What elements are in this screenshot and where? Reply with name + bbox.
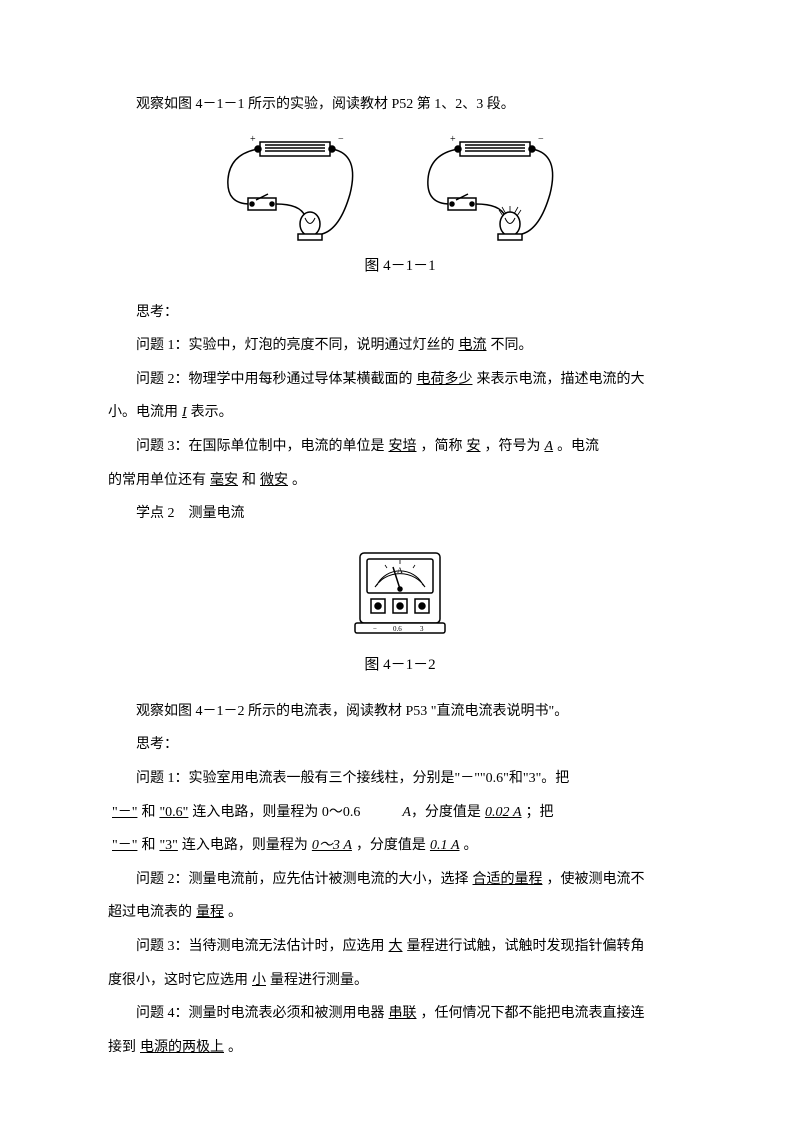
q3-l2-pre: 的常用单位还有: [108, 473, 206, 488]
q3-mid1: ，简称: [421, 439, 463, 454]
q1-post: 不同。: [491, 338, 533, 353]
sec1-q3-l2: 的常用单位还有毫安和微安。: [108, 464, 692, 498]
sec2-q1-l3: "－"和"3"连入电路，则量程为0～3 A，分度值是0.1 A。: [108, 829, 692, 863]
q3-ans2: 安: [463, 439, 485, 454]
sec2-q1-l2: "－"和"0.6"连入电路，则量程为 0～0.6 A，分度值是0.02 A；把: [108, 796, 692, 830]
q3-ans5: 微安: [256, 473, 292, 488]
figure-1: + − + −: [108, 134, 692, 284]
q2-l2-pre: 小。电流用: [108, 405, 178, 420]
sec2-header: 学点 2 测量电流: [108, 497, 692, 531]
q3-ans1: 安培: [385, 439, 421, 454]
q3-post: 。: [292, 473, 306, 488]
svg-text:+: +: [250, 134, 256, 145]
sec2-q1-l1: 问题 1：实验室用电流表一般有三个接线柱，分别是"－""0.6"和"3"。把: [108, 762, 692, 796]
q1-ans: 电流: [455, 338, 491, 353]
q1-pre: 问题 1：实验中，灯泡的亮度不同，说明通过灯丝的: [136, 338, 455, 353]
sec1-q3-l1: 问题 3：在国际单位制中，电流的单位是安培，简称安，符号为A。电流: [108, 430, 692, 464]
sec2-q2-l1: 问题 2：测量电流前，应先估计被测电流的大小，选择合适的量程，使被测电流不: [108, 863, 692, 897]
sec2-think: 思考：: [108, 728, 692, 762]
circuit-diagram-1: + − + −: [210, 134, 590, 244]
sec2-q4-l1: 问题 4：测量时电流表必须和被测用电器串联，任何情况下都不能把电流表直接连: [108, 997, 692, 1031]
sec2-q2-l2: 超过电流表的量程。: [108, 896, 692, 930]
q2-ans: 电荷多少: [413, 372, 477, 387]
svg-text:A: A: [397, 566, 403, 575]
sec1-think: 思考：: [108, 296, 692, 330]
q3-pre: 问题 3：在国际单位制中，电流的单位是: [136, 439, 385, 454]
ammeter-icon: A − 0.6 3: [345, 543, 455, 643]
q2-pre: 问题 2：物理学中用每秒通过导体某横截面的: [136, 372, 413, 387]
q3-mid4: 和: [242, 473, 256, 488]
figure-2-label: 图 4－1－2: [108, 647, 692, 683]
svg-text:+: +: [450, 134, 456, 145]
svg-text:3: 3: [420, 625, 424, 633]
intro-text: 观察如图 4－1－1 所示的实验，阅读教材 P52 第 1、2、3 段。: [108, 88, 692, 122]
sec2-q4-l2: 接到电源的两极上。: [108, 1031, 692, 1065]
figure-2: A − 0.6 3 图 4－1－2: [108, 543, 692, 683]
sec1-q1: 问题 1：实验中，灯泡的亮度不同，说明通过灯丝的电流不同。: [108, 329, 692, 363]
figure-1-label: 图 4－1－1: [108, 248, 692, 284]
q2-ans2: I: [178, 405, 191, 420]
q2-l2-post: 表示。: [191, 405, 233, 420]
svg-text:−: −: [338, 134, 344, 145]
svg-text:−: −: [373, 625, 377, 633]
sec2-q3-l1: 问题 3：当待测电流无法估计时，应选用大量程进行试触，试触时发现指针偏转角: [108, 930, 692, 964]
sec1-q2-l1: 问题 2：物理学中用每秒通过导体某横截面的电荷多少来表示电流，描述电流的大: [108, 363, 692, 397]
sec2-q3-l2: 度很小，这时它应选用小量程进行测量。: [108, 964, 692, 998]
q2-mid: 来表示电流，描述电流的大: [477, 372, 645, 387]
sec1-q2-l2: 小。电流用I表示。: [108, 396, 692, 430]
q3-mid2: ，符号为: [485, 439, 541, 454]
svg-text:0.6: 0.6: [393, 625, 402, 633]
q3-ans4: 毫安: [206, 473, 242, 488]
q3-ans3: A: [541, 439, 558, 454]
sec2-intro: 观察如图 4－1－2 所示的电流表，阅读教材 P53 "直流电流表说明书"。: [108, 695, 692, 729]
svg-text:−: −: [538, 134, 544, 145]
q3-mid3: 。电流: [557, 439, 599, 454]
